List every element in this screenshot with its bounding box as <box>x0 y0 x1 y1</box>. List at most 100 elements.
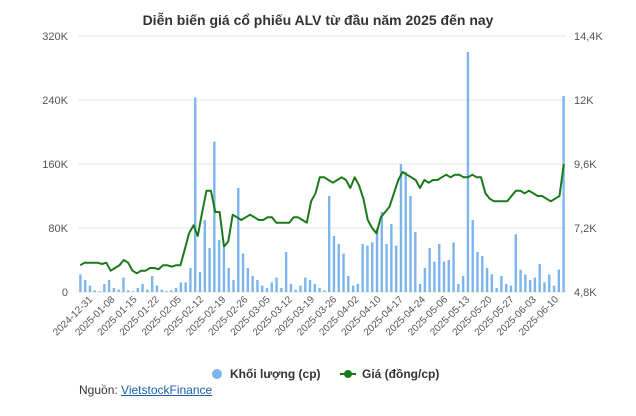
volume-bar <box>83 280 87 292</box>
right-tick-label: 9,6K <box>574 159 597 171</box>
volume-bar <box>284 252 288 292</box>
volume-bar <box>476 252 479 292</box>
left-tick-label: 0 <box>62 287 68 299</box>
volume-bar <box>179 282 183 292</box>
volume-bar <box>117 289 120 292</box>
volume-bar <box>323 290 326 292</box>
left-tick-label: 320K <box>42 31 68 43</box>
volume-bar <box>308 280 312 292</box>
volume-bar <box>289 284 293 292</box>
left-axis-ticks: 0 80K 160K 240K 320K <box>42 31 68 299</box>
volume-bar <box>356 284 360 292</box>
volume-bar <box>509 285 513 292</box>
volume-bar <box>217 240 221 292</box>
volume-bar <box>385 244 388 292</box>
volume-bar <box>246 268 250 292</box>
volume-bar <box>505 284 508 292</box>
left-tick-label: 80K <box>48 223 68 235</box>
volume-bar <box>380 212 383 292</box>
volume-bar <box>390 224 393 292</box>
volume-bar <box>524 274 527 292</box>
chart-title: Diễn biến giá cổ phiếu ALV từ đầu năm 20… <box>143 12 494 28</box>
volume-bar <box>112 288 116 292</box>
volume-bar <box>88 285 92 292</box>
volume-bar <box>543 282 546 292</box>
volume-bar <box>155 285 159 292</box>
volume-bar <box>404 172 407 292</box>
volume-bar <box>107 280 111 292</box>
legend-price-label: Giá (đồng/cp) <box>362 367 439 381</box>
volume-bar <box>342 253 345 292</box>
right-tick-label: 4,8K <box>574 287 597 299</box>
volume-bar <box>294 289 297 292</box>
volume-bar <box>433 261 436 292</box>
volume-bar <box>442 261 446 292</box>
source-link[interactable]: VietstockFinance <box>121 383 213 397</box>
volume-bar <box>93 290 96 292</box>
volume-bar <box>418 284 422 292</box>
legend: Khối lượng (cp) Giá (đồng/cp) <box>212 367 439 381</box>
volume-bar <box>332 236 336 292</box>
volume-bar <box>447 260 450 292</box>
volume-bar <box>98 291 101 292</box>
volume-bar <box>256 280 259 292</box>
volume-bar <box>232 280 235 292</box>
volume-bar <box>457 284 460 292</box>
volume-bar <box>299 285 302 292</box>
legend-price-marker <box>344 370 352 378</box>
volume-bar <box>371 242 374 292</box>
volume-bar <box>318 288 321 292</box>
volume-bar <box>490 274 494 292</box>
volume-bar <box>552 285 556 292</box>
volume-bar <box>471 220 474 292</box>
volume-bar <box>213 141 216 292</box>
source-label: Nguồn: <box>79 383 118 397</box>
volume-bar <box>495 288 498 292</box>
x-axis-ticks: 2024-12-312025-01-082025-01-152025-01-22… <box>51 294 561 338</box>
volume-bar <box>165 291 168 292</box>
legend-volume-label: Khối lượng (cp) <box>230 367 321 381</box>
volume-bar <box>366 245 369 292</box>
price-line-group <box>79 163 565 275</box>
volume-bar <box>203 220 206 292</box>
volume-bar <box>122 277 125 292</box>
volume-bar <box>131 291 135 292</box>
volume-bar <box>237 188 240 292</box>
volume-bar <box>270 282 273 292</box>
volume-bar <box>361 244 364 292</box>
volume-bar <box>514 234 517 292</box>
volume-bar <box>79 274 82 292</box>
right-tick-label: 12K <box>574 95 594 107</box>
price-line <box>79 163 565 275</box>
volume-bar <box>265 288 269 292</box>
legend-volume-marker <box>212 369 222 379</box>
volume-bar <box>241 253 245 292</box>
volume-bar <box>414 232 417 292</box>
volume-bar <box>485 268 489 292</box>
volume-bar <box>557 269 561 292</box>
volume-bar <box>538 264 541 292</box>
volume-bar <box>251 276 254 292</box>
volume-bar <box>141 284 144 292</box>
volume-bar <box>423 268 427 292</box>
volume-bar <box>394 245 398 292</box>
legend-item-volume[interactable]: Khối lượng (cp) <box>212 367 321 381</box>
volume-bar <box>222 248 226 292</box>
volume-bar <box>337 244 340 292</box>
volume-bar <box>399 164 403 292</box>
source-note: Nguồn: VietstockFinance <box>79 383 212 397</box>
left-tick-label: 160K <box>42 159 68 171</box>
volume-bar <box>127 290 130 292</box>
volume-bar <box>533 277 537 292</box>
volume-bar <box>136 288 139 292</box>
volume-bar <box>275 277 278 292</box>
volume-bar <box>409 196 412 292</box>
volume-bar <box>184 282 187 292</box>
volume-bar <box>562 96 565 292</box>
volume-bar <box>466 52 470 292</box>
volume-bar <box>189 268 192 292</box>
volume-bar <box>146 289 149 292</box>
volume-bar <box>438 244 441 292</box>
volume-bar <box>500 276 503 292</box>
legend-item-price[interactable]: Giá (đồng/cp) <box>340 367 439 381</box>
